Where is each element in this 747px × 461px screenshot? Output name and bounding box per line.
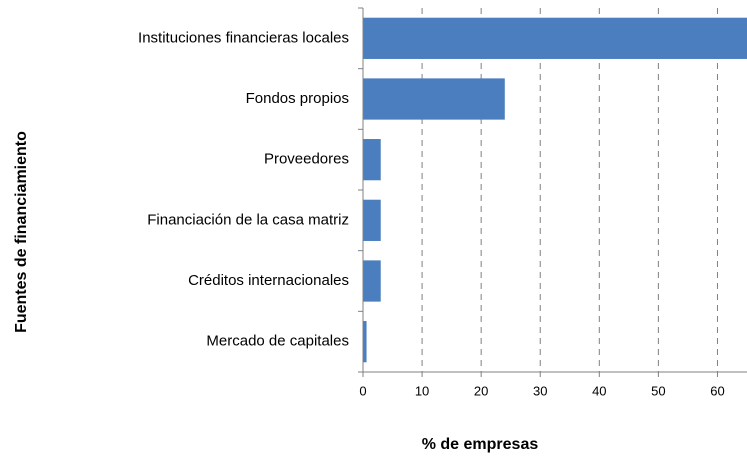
x-axis-title: % de empresas <box>422 436 539 453</box>
bar <box>363 17 747 59</box>
y-tick-label: Mercado de capitales <box>206 333 349 350</box>
y-tick-label: Fondos propios <box>246 90 349 107</box>
x-tick-label: 0 <box>359 383 366 398</box>
x-tick-label: 60 <box>710 383 724 398</box>
y-tick-label: Proveedores <box>264 151 349 168</box>
x-tick-label: 40 <box>592 383 606 398</box>
x-tick-label: 10 <box>415 383 429 398</box>
y-axis-title: Fuentes de financiamiento <box>13 131 30 333</box>
bar <box>363 199 381 241</box>
y-tick-label: Financiación de la casa matriz <box>147 211 349 228</box>
x-tick-label: 20 <box>474 383 488 398</box>
bar <box>363 260 381 302</box>
x-tick-label: 50 <box>651 383 665 398</box>
y-tick-label: Créditos internacionales <box>188 272 349 289</box>
bar <box>363 139 381 181</box>
y-tick-label: Instituciones financieras locales <box>138 29 349 46</box>
bar <box>363 321 367 363</box>
bar <box>363 78 505 120</box>
x-tick-label: 30 <box>533 383 547 398</box>
